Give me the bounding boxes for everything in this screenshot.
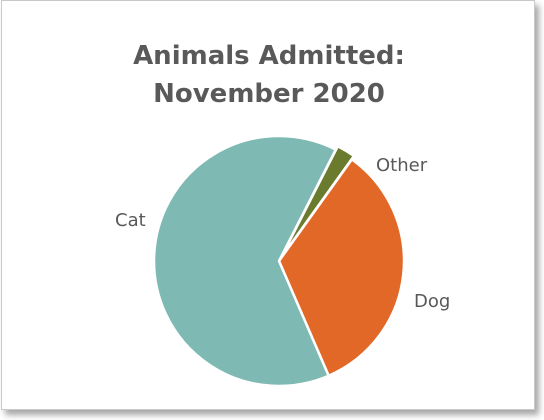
chart-title-line-2: November 2020	[153, 79, 385, 109]
chart-frame: Animals Admitted: November 2020 Other Do…	[1, 0, 535, 410]
pie-labels: Other Dog Cat	[115, 155, 450, 312]
pie-chart: Other Dog Cat	[115, 134, 450, 388]
pie-slice-dog	[277, 158, 406, 377]
slice-label-cat: Cat	[115, 210, 146, 231]
slice-label-dog: Dog	[414, 291, 450, 312]
slice-label-other: Other	[376, 155, 428, 176]
pie-slice-other	[279, 144, 356, 259]
pie-slices	[152, 134, 406, 388]
chart-title-line-1: Animals Admitted:	[133, 41, 405, 71]
chart-title: Animals Admitted: November 2020	[2, 37, 536, 113]
pie-slice-cat	[152, 134, 337, 388]
